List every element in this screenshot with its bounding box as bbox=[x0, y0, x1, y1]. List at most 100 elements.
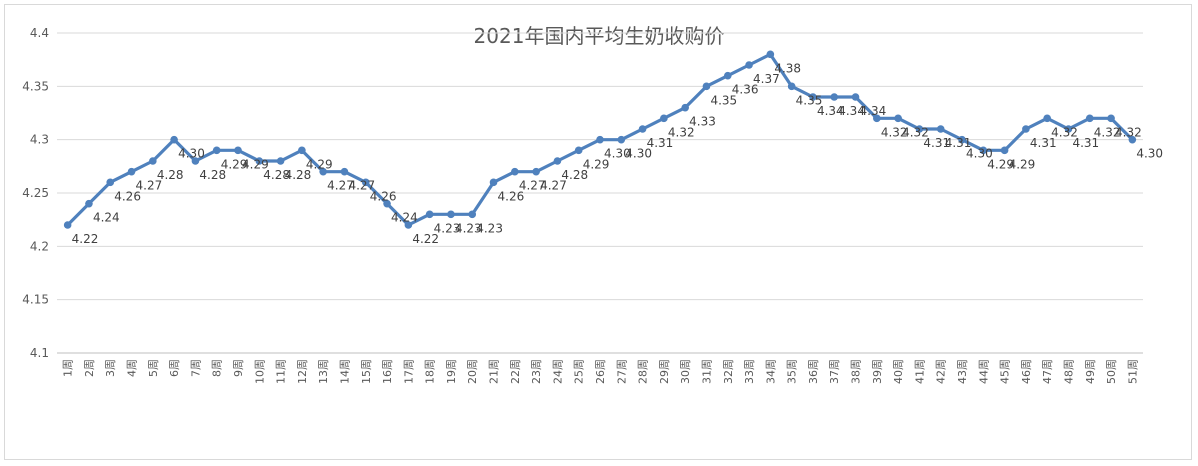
x-tick-label: 19周 bbox=[445, 359, 458, 384]
data-label: 4.27 bbox=[540, 179, 567, 193]
data-point bbox=[915, 125, 924, 133]
data-point bbox=[1085, 114, 1094, 123]
data-label: 4.30 bbox=[178, 147, 205, 161]
data-label: 4.27 bbox=[348, 179, 375, 193]
data-point bbox=[468, 210, 477, 219]
x-tick-label: 6周 bbox=[168, 359, 181, 377]
data-point bbox=[532, 167, 540, 176]
x-tick-label: 33周 bbox=[743, 359, 756, 384]
x-tick-label: 44周 bbox=[977, 359, 990, 384]
x-tick-label: 20周 bbox=[466, 359, 479, 384]
x-tick-label: 18周 bbox=[424, 359, 437, 384]
data-point bbox=[340, 167, 349, 176]
data-label: 4.26 bbox=[498, 189, 525, 203]
data-label: 4.30 bbox=[966, 147, 993, 161]
data-label: 4.31 bbox=[1030, 136, 1057, 150]
data-point bbox=[830, 93, 839, 101]
data-point bbox=[255, 157, 264, 165]
data-point bbox=[1043, 114, 1051, 123]
x-tick-label: 48周 bbox=[1062, 359, 1075, 384]
data-label: 4.24 bbox=[93, 211, 120, 225]
x-tick-label: 15周 bbox=[360, 359, 373, 384]
data-point bbox=[787, 82, 796, 91]
data-point bbox=[745, 61, 753, 69]
data-point bbox=[85, 199, 93, 208]
data-label: 4.30 bbox=[625, 147, 652, 161]
data-point bbox=[723, 71, 732, 80]
data-point bbox=[106, 178, 115, 187]
data-label: 4.27 bbox=[519, 179, 546, 193]
data-point bbox=[660, 114, 668, 123]
x-tick-label: 47周 bbox=[1041, 359, 1054, 384]
data-label: 4.33 bbox=[689, 115, 716, 129]
data-point bbox=[936, 125, 945, 133]
data-label: 4.28 bbox=[263, 168, 290, 182]
x-tick-label: 28周 bbox=[637, 359, 650, 384]
data-point bbox=[766, 50, 775, 59]
data-label: 4.29 bbox=[242, 157, 269, 171]
data-point bbox=[1064, 125, 1073, 133]
x-tick-label: 41周 bbox=[913, 359, 926, 384]
x-tick-label: 31周 bbox=[700, 359, 713, 384]
y-tick-label: 4.1 bbox=[30, 346, 49, 360]
data-point bbox=[851, 93, 860, 101]
data-label: 4.29 bbox=[987, 157, 1014, 171]
data-label: 4.26 bbox=[370, 189, 397, 203]
chart-frame: 2021年国内平均生奶收购价 4.1 4.15 4.2 4.25 4.3 4.35 4.4 1… bbox=[4, 4, 1192, 460]
x-tick-label: 30周 bbox=[679, 359, 692, 384]
data-label: 4.29 bbox=[1009, 157, 1036, 171]
x-tick-label: 45周 bbox=[999, 359, 1012, 384]
data-point bbox=[873, 114, 881, 123]
chart-title: 2021年国内平均生奶收购价 bbox=[474, 24, 725, 48]
x-tick-label: 9周 bbox=[232, 359, 245, 377]
y-tick-label: 4.25 bbox=[22, 186, 49, 200]
data-label: 4.34 bbox=[838, 104, 865, 118]
data-point bbox=[574, 146, 583, 155]
data-label: 4.27 bbox=[327, 179, 354, 193]
data-point bbox=[170, 135, 178, 144]
data-label: 4.35 bbox=[796, 93, 823, 107]
data-label: 4.34 bbox=[817, 104, 844, 118]
x-tick-label: 50周 bbox=[1105, 359, 1118, 384]
data-point bbox=[212, 146, 221, 155]
data-point bbox=[809, 93, 817, 101]
data-label: 4.31 bbox=[1072, 136, 1099, 150]
data-point bbox=[425, 210, 434, 219]
data-label: 4.28 bbox=[157, 168, 184, 182]
x-tick-label: 1周 bbox=[62, 359, 75, 377]
x-tick-label: 5周 bbox=[147, 359, 160, 377]
data-label: 4.22 bbox=[72, 232, 99, 246]
data-point bbox=[1000, 146, 1009, 155]
x-tick-label: 2周 bbox=[83, 359, 96, 377]
x-tick-label: 42周 bbox=[935, 359, 948, 384]
x-tick-label: 21周 bbox=[488, 359, 501, 384]
data-label: 4.32 bbox=[881, 125, 908, 139]
data-point bbox=[234, 146, 242, 155]
data-point bbox=[447, 210, 455, 219]
data-label: 4.34 bbox=[860, 104, 887, 118]
data-label: 4.37 bbox=[753, 72, 780, 86]
data-point bbox=[617, 135, 626, 144]
data-label: 4.29 bbox=[583, 157, 610, 171]
x-tick-label: 49周 bbox=[1084, 359, 1097, 384]
data-point bbox=[553, 157, 562, 165]
data-label: 4.32 bbox=[902, 125, 929, 139]
data-point bbox=[511, 167, 519, 176]
data-label: 4.28 bbox=[199, 168, 226, 182]
data-point bbox=[319, 167, 327, 176]
x-tick-label: 39周 bbox=[871, 359, 884, 384]
x-tick-label: 17周 bbox=[402, 359, 415, 384]
x-tick-label: 29周 bbox=[658, 359, 671, 384]
y-tick-label: 4.3 bbox=[30, 133, 49, 147]
x-tick-label: 27周 bbox=[615, 359, 628, 384]
x-tick-label: 12周 bbox=[296, 359, 309, 384]
data-point bbox=[63, 221, 72, 229]
y-tick-label: 4.4 bbox=[30, 26, 49, 40]
data-point bbox=[191, 157, 200, 165]
x-tick-label: 32周 bbox=[722, 359, 735, 384]
x-tick-label: 37周 bbox=[828, 359, 841, 384]
data-point bbox=[702, 82, 711, 91]
data-label: 4.30 bbox=[1136, 147, 1163, 161]
data-label: 4.36 bbox=[732, 83, 759, 97]
data-label: 4.24 bbox=[391, 211, 418, 225]
